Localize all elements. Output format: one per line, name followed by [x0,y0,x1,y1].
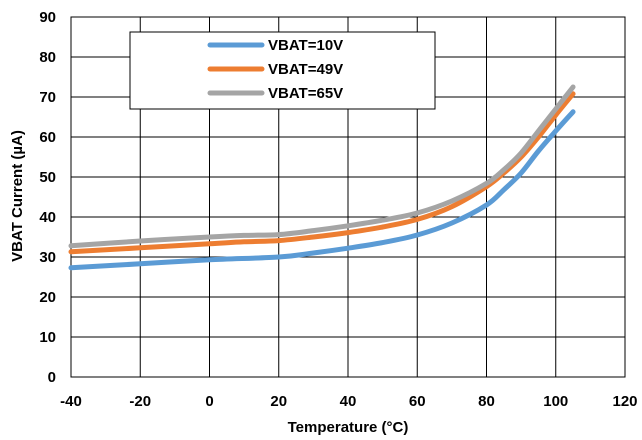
legend: VBAT=10V VBAT=49V VBAT=65V [129,31,436,110]
x-tick-label: 20 [270,393,287,410]
legend-box [129,31,436,110]
series-line-3 [68,84,576,249]
y-tick-label: 60 [39,129,56,146]
x-tick-label: 40 [340,393,357,410]
y-tick-label: 90 [39,9,56,26]
series-layer [68,84,576,271]
series-line-2 [68,91,576,255]
x-tick-label: 60 [409,393,426,410]
y-tick-label: 40 [39,209,56,226]
x-tick-label: 80 [478,393,495,410]
x-tick-label: 0 [205,393,213,410]
tick-labels: -40 -20 0 20 40 60 80 100 120 0 10 20 30 40 50 60 70 80 90 [39,9,637,410]
y-axis-label: VBAT Current (µA) [9,130,26,262]
legend-label-3: VBAT=65V [268,85,343,102]
legend-label-1: VBAT=10V [268,37,343,54]
y-tick-label: 20 [39,289,56,306]
y-tick-label: 0 [48,369,56,386]
x-tick-label: 100 [543,393,568,410]
legend-label-2: VBAT=49V [268,61,343,78]
y-tick-label: 10 [39,329,56,346]
x-tick-label: -40 [60,393,82,410]
y-tick-label: 50 [39,169,56,186]
x-axis-label: Temperature (°C) [288,419,409,436]
series-line-1 [68,109,576,271]
x-tick-label: -20 [129,393,151,410]
y-tick-label: 70 [39,89,56,106]
x-tick-label: 120 [612,393,637,410]
y-tick-label: 30 [39,249,56,266]
y-tick-label: 80 [39,49,56,66]
plot-frame [70,16,626,378]
